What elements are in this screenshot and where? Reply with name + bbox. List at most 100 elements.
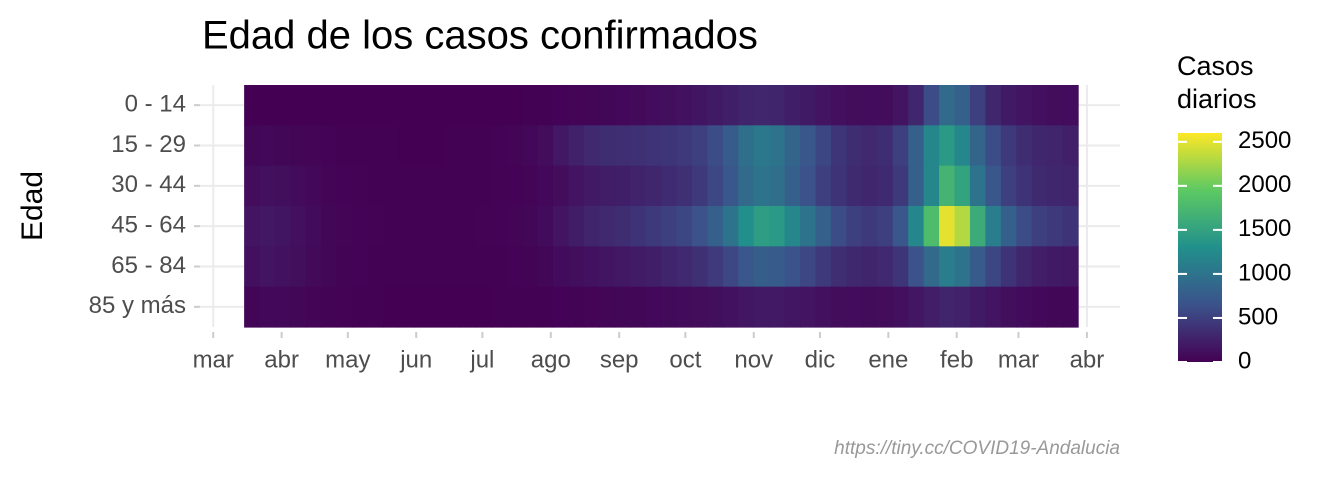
heat-cell	[583, 125, 600, 167]
heat-cell	[367, 286, 384, 328]
heat-cell	[336, 206, 353, 247]
heat-cell	[1000, 246, 1017, 288]
heat-cell	[460, 286, 477, 328]
heat-cell	[939, 286, 956, 328]
heat-cell	[599, 125, 616, 167]
heat-cell	[923, 246, 940, 288]
heat-cell	[1062, 286, 1079, 328]
x-tick-label: nov	[734, 346, 773, 373]
heat-cell	[800, 165, 817, 207]
heat-cell	[939, 206, 956, 247]
heat-cell	[707, 286, 724, 328]
heat-cell	[537, 206, 554, 247]
heat-cell	[1031, 246, 1048, 288]
heat-cell	[969, 246, 987, 288]
heat-cell	[676, 85, 693, 126]
heat-cell	[491, 125, 508, 167]
heat-cell	[877, 125, 894, 167]
heat-cell	[1031, 165, 1048, 207]
heat-cell	[815, 206, 832, 247]
heat-cell	[645, 286, 662, 328]
heat-cell	[722, 125, 739, 167]
heat-cell	[661, 125, 678, 167]
x-tick-label: sep	[600, 346, 639, 373]
heat-cell	[908, 165, 925, 207]
heat-cell	[599, 246, 616, 288]
heat-cell	[861, 286, 878, 328]
colorbar-label: 500	[1238, 303, 1278, 330]
heat-cell	[491, 85, 508, 126]
heat-cell	[1062, 85, 1079, 126]
y-tick-label: 65 - 84	[111, 252, 186, 279]
heat-cell	[552, 206, 570, 247]
heat-cell	[537, 246, 554, 288]
heat-cell	[691, 246, 709, 288]
heat-cell	[830, 85, 848, 126]
x-tick-label: jul	[469, 346, 494, 373]
heat-cell	[552, 165, 570, 207]
heat-cell	[645, 85, 662, 126]
heat-cell	[1062, 125, 1079, 167]
heat-cell	[444, 206, 461, 247]
heat-cell	[676, 246, 693, 288]
heat-cell	[398, 246, 415, 288]
heat-cell	[1000, 165, 1017, 207]
heat-cell	[738, 125, 755, 167]
heat-cell	[969, 85, 987, 126]
heat-cell	[630, 165, 647, 207]
heat-cell	[599, 286, 616, 328]
heat-cell	[290, 125, 307, 167]
heat-cell	[429, 286, 446, 328]
heat-cell	[290, 85, 307, 126]
heat-cell	[336, 165, 353, 207]
heat-cell	[290, 165, 307, 207]
heat-cell	[552, 246, 570, 288]
heat-cell	[954, 165, 971, 207]
colorbar	[1178, 133, 1222, 362]
heat-cell	[1047, 85, 1064, 126]
heat-cell	[969, 125, 987, 167]
heat-cell	[305, 206, 322, 247]
heat-cell	[1047, 206, 1064, 247]
heat-cell	[830, 206, 848, 247]
heat-cell	[939, 246, 956, 288]
legend-title: Casos	[1177, 51, 1254, 81]
heat-cell	[691, 286, 709, 328]
heat-cell	[707, 85, 724, 126]
heat-cell	[383, 125, 400, 167]
heat-cell	[383, 206, 400, 247]
heat-cell	[414, 125, 431, 167]
heat-cell	[352, 85, 369, 126]
heat-cell	[305, 286, 322, 328]
heat-cell	[244, 246, 261, 288]
colorbar-label: 1500	[1238, 215, 1291, 242]
heat-cell	[244, 85, 261, 126]
heat-cell	[352, 286, 369, 328]
heat-cell	[923, 206, 940, 247]
heat-cell	[475, 165, 492, 207]
heat-cell	[923, 286, 940, 328]
heat-cell	[429, 206, 446, 247]
heat-cell	[846, 206, 863, 247]
heat-cell	[460, 125, 477, 167]
heat-cell	[846, 125, 863, 167]
heat-cell	[923, 165, 940, 207]
heat-cell	[707, 206, 724, 247]
heat-cell	[630, 125, 647, 167]
heat-cell	[630, 206, 647, 247]
heat-cell	[244, 206, 261, 247]
heat-cell	[939, 125, 956, 167]
heat-cell	[985, 125, 1002, 167]
heat-cell	[954, 85, 971, 126]
heat-cell	[506, 206, 523, 247]
heat-cell	[861, 165, 878, 207]
heat-cell	[691, 165, 709, 207]
heat-cell	[568, 246, 585, 288]
x-tick-label: abr	[264, 346, 299, 373]
y-axis-label: Edad	[16, 171, 49, 241]
heat-cell	[244, 125, 261, 167]
heat-cell	[722, 165, 739, 207]
heat-cell	[1031, 206, 1048, 247]
heat-cell	[321, 85, 338, 126]
heat-cell	[275, 85, 292, 126]
